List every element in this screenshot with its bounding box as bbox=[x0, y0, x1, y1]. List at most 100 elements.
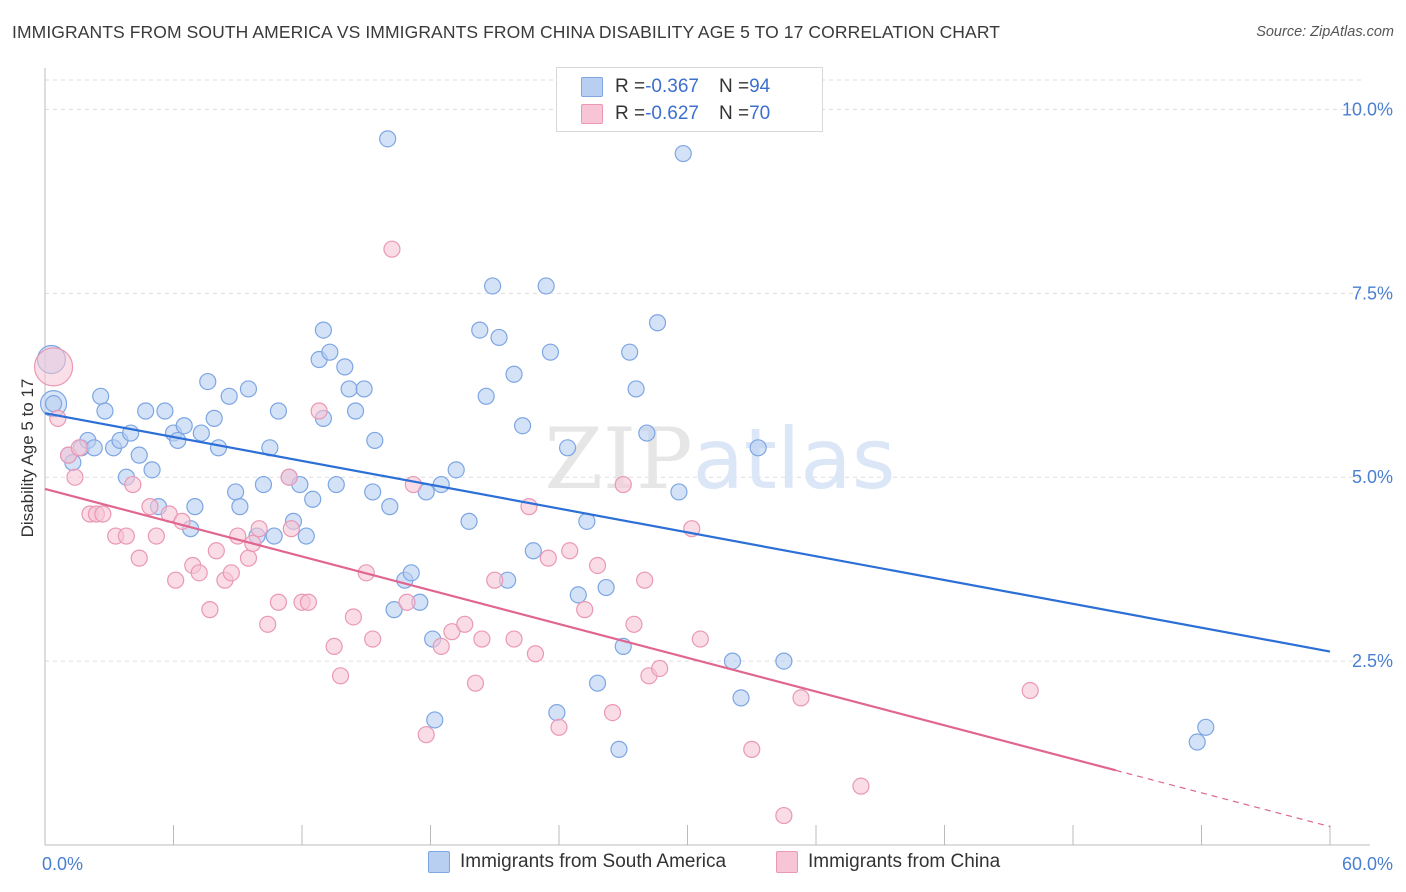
data-point bbox=[456, 615, 474, 633]
data-point bbox=[379, 130, 397, 148]
chart-title: IMMIGRANTS FROM SOUTH AMERICA VS IMMIGRA… bbox=[12, 22, 1001, 42]
data-point bbox=[614, 475, 632, 494]
data-point bbox=[524, 542, 542, 560]
data-point bbox=[340, 380, 358, 398]
data-point bbox=[314, 321, 333, 339]
n-key: N = bbox=[718, 76, 750, 97]
data-point bbox=[167, 571, 185, 589]
legend-item-south-america[interactable]: Immigrants from South America bbox=[428, 851, 726, 873]
data-point bbox=[539, 549, 557, 567]
data-point bbox=[603, 703, 622, 722]
data-point bbox=[192, 424, 210, 442]
data-point bbox=[537, 277, 555, 295]
data-point bbox=[1188, 733, 1206, 751]
data-point bbox=[175, 417, 193, 435]
legend-label: Immigrants from China bbox=[808, 851, 1001, 872]
data-point bbox=[550, 718, 568, 736]
y-axis-label: Disability Age 5 to 17 bbox=[18, 379, 37, 538]
data-point bbox=[597, 578, 615, 597]
stats-row-china: R = -0.627 N = 70 bbox=[557, 101, 770, 127]
data-point bbox=[130, 549, 148, 567]
data-point bbox=[190, 564, 208, 582]
swatch-china bbox=[581, 104, 603, 124]
data-point bbox=[297, 527, 315, 545]
data-point bbox=[383, 240, 401, 258]
data-point bbox=[651, 659, 669, 678]
data-point bbox=[227, 483, 245, 501]
n-value: 70 bbox=[749, 103, 771, 124]
data-point bbox=[743, 740, 761, 758]
data-point bbox=[33, 347, 74, 387]
data-point bbox=[648, 314, 667, 332]
data-point bbox=[625, 615, 643, 633]
data-point bbox=[96, 402, 114, 420]
data-point bbox=[124, 475, 142, 494]
data-point bbox=[576, 601, 594, 619]
data-point bbox=[130, 446, 148, 464]
data-point bbox=[443, 623, 461, 641]
data-point bbox=[558, 439, 577, 457]
data-point bbox=[147, 527, 165, 545]
data-point bbox=[471, 321, 489, 339]
data-point bbox=[627, 380, 645, 398]
data-point bbox=[621, 343, 639, 361]
data-point bbox=[723, 652, 742, 670]
data-point bbox=[417, 726, 435, 744]
data-point bbox=[44, 395, 63, 413]
data-point bbox=[588, 556, 607, 575]
data-point bbox=[169, 431, 187, 450]
data-point bbox=[505, 630, 523, 648]
data-point bbox=[426, 711, 444, 729]
data-point bbox=[749, 439, 767, 457]
data-point bbox=[143, 461, 161, 479]
data-point bbox=[588, 674, 607, 692]
data-point bbox=[1197, 718, 1215, 736]
data-point bbox=[466, 674, 485, 692]
data-point bbox=[207, 542, 225, 560]
data-point bbox=[486, 571, 504, 589]
data-point bbox=[505, 365, 523, 383]
legend-item-china[interactable]: Immigrants from China bbox=[776, 851, 1000, 873]
r-value: -0.627 bbox=[645, 103, 699, 124]
data-point bbox=[254, 475, 273, 494]
legend-label: Immigrants from South America bbox=[460, 851, 727, 872]
data-point bbox=[385, 601, 403, 619]
data-point bbox=[117, 527, 135, 545]
data-point bbox=[775, 652, 793, 670]
data-point bbox=[280, 468, 298, 486]
data-point bbox=[792, 689, 810, 707]
data-point bbox=[477, 387, 495, 405]
data-point bbox=[156, 402, 174, 420]
data-point bbox=[325, 637, 343, 655]
source-credit: Source: ZipAtlas.com bbox=[1256, 24, 1394, 40]
swatch-south-america bbox=[581, 77, 603, 97]
data-point bbox=[674, 144, 692, 163]
data-point bbox=[561, 542, 579, 560]
x-tick-label: 0.0% bbox=[42, 854, 83, 874]
axes bbox=[44, 68, 1370, 846]
watermark-zip: ZIP bbox=[544, 410, 692, 508]
watermark: ZIPatlas bbox=[544, 410, 895, 508]
stats-row-south-america: R = -0.367 N = 94 bbox=[557, 74, 770, 100]
data-point bbox=[239, 380, 258, 398]
data-point bbox=[402, 564, 420, 582]
data-point bbox=[222, 564, 240, 582]
data-point bbox=[321, 343, 339, 361]
data-point bbox=[327, 475, 345, 494]
tick-labels: 2.5% 5.0% 7.5% 10.0% 0.0% 60.0% bbox=[42, 99, 1393, 874]
data-point bbox=[636, 571, 654, 589]
data-point bbox=[404, 475, 422, 494]
data-point bbox=[541, 343, 560, 361]
data-point bbox=[250, 520, 268, 538]
stats-legend: R = -0.367 N = 94 R = -0.627 N = 70 bbox=[556, 67, 823, 132]
data-point bbox=[66, 468, 84, 486]
data-point bbox=[331, 667, 350, 685]
data-point bbox=[691, 630, 709, 648]
data-point bbox=[310, 402, 328, 420]
y-tick-label: 2.5% bbox=[1352, 651, 1393, 671]
r-key: R = bbox=[615, 103, 646, 124]
data-point bbox=[775, 806, 793, 825]
data-point bbox=[304, 490, 322, 508]
data-point bbox=[490, 328, 508, 347]
trend-line-china bbox=[44, 487, 1117, 772]
